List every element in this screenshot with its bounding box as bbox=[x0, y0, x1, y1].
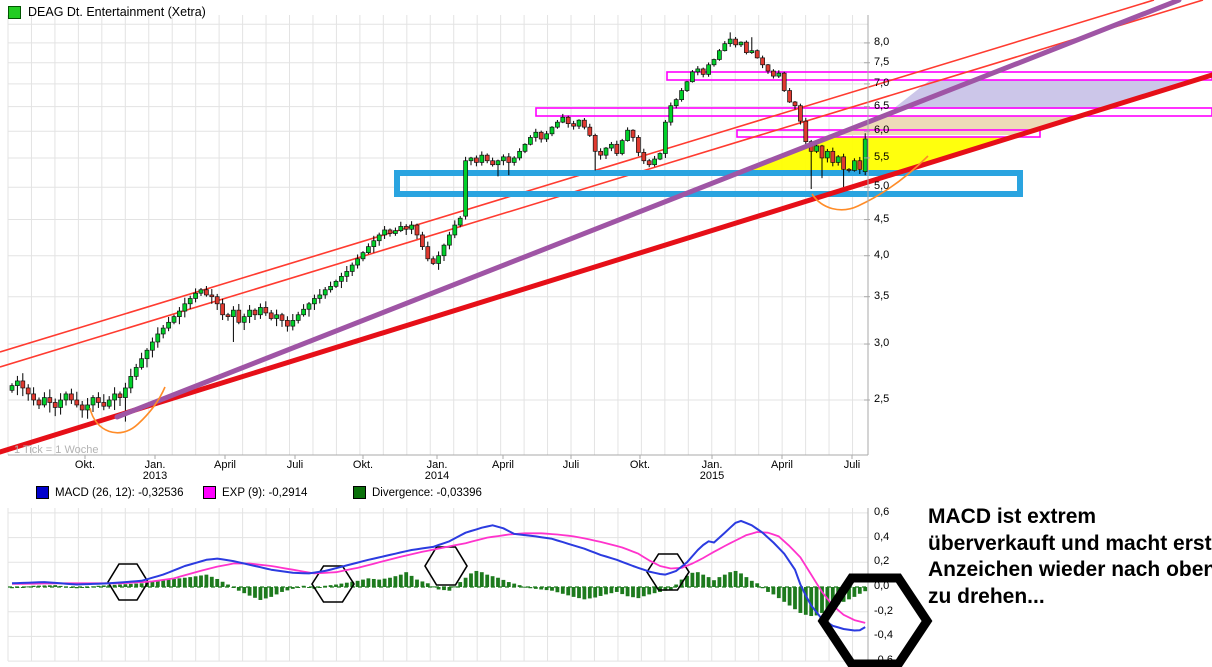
hexagon-annotation bbox=[817, 573, 933, 667]
price-axis-label: 8,0 bbox=[874, 35, 890, 48]
x-axis-label: Okt. bbox=[74, 459, 96, 471]
legend-label-exp: EXP (9): -0,2914 bbox=[222, 486, 308, 499]
price-axis-label: 2,5 bbox=[874, 392, 890, 405]
x-axis-label: Juli bbox=[286, 459, 304, 471]
chart-titlebar: DEAG Dt. Entertainment (Xetra) bbox=[8, 5, 206, 19]
x-axis-label: Juli bbox=[562, 459, 580, 471]
x-axis-label: April bbox=[770, 459, 794, 471]
hexagon-annotation bbox=[424, 546, 468, 586]
price-axis-label: 6,0 bbox=[874, 124, 890, 137]
chart-title: DEAG Dt. Entertainment (Xetra) bbox=[28, 5, 206, 19]
legend-item-divergence: Divergence: -0,03396 bbox=[353, 486, 482, 499]
legend-item-macd: MACD (26, 12): -0,32536 bbox=[36, 486, 183, 499]
macd-axis-label: -0,4 bbox=[874, 629, 893, 642]
exp-color-swatch-icon bbox=[203, 486, 216, 499]
series-color-swatch-icon bbox=[8, 5, 21, 19]
x-axis-year-label: 2015 bbox=[699, 470, 725, 482]
price-axis-label: 5,5 bbox=[874, 150, 890, 163]
x-axis-year-label: 2013 bbox=[142, 470, 168, 482]
price-axis-label: 4,5 bbox=[874, 212, 890, 225]
price-axis-label: 5,0 bbox=[874, 180, 890, 193]
price-axis-label: 3,5 bbox=[874, 289, 890, 302]
price-axis-label: 4,0 bbox=[874, 248, 890, 261]
price-axis-label: 7,0 bbox=[874, 76, 890, 89]
macd-color-swatch-icon bbox=[36, 486, 49, 499]
x-axis-label: Jan. bbox=[701, 459, 723, 471]
price-axis-label: 3,0 bbox=[874, 337, 890, 350]
x-axis-label: April bbox=[491, 459, 515, 471]
price-axis-label: 6,5 bbox=[874, 99, 890, 112]
legend-item-exp: EXP (9): -0,2914 bbox=[203, 486, 307, 499]
macd-axis-label: -0,6 bbox=[874, 654, 893, 667]
x-axis-label: Jan. bbox=[426, 459, 448, 471]
price-axis-label: 7,5 bbox=[874, 55, 890, 68]
x-axis-label: Okt. bbox=[352, 459, 374, 471]
macd-axis-label: 0,2 bbox=[874, 555, 890, 568]
hexagon-annotation bbox=[311, 565, 355, 603]
legend-label-macd: MACD (26, 12): -0,32536 bbox=[55, 486, 184, 499]
macd-axis-label: 0,6 bbox=[874, 505, 890, 518]
analysis-note: MACD ist extrem überverkauft und macht e… bbox=[928, 505, 1212, 608]
hexagon-annotation bbox=[646, 553, 690, 591]
x-axis-label: April bbox=[213, 459, 237, 471]
x-axis-label: Jan. bbox=[144, 459, 166, 471]
divergence-color-swatch-icon bbox=[353, 486, 366, 499]
legend-label-divergence: Divergence: -0,03396 bbox=[372, 486, 482, 499]
macd-axis-label: 0,4 bbox=[874, 530, 890, 543]
macd-axis-label: 0,0 bbox=[874, 580, 890, 592]
tick-interval-note: 1 Tick = 1 Woche bbox=[14, 444, 99, 456]
x-axis-year-label: 2014 bbox=[424, 470, 450, 482]
x-axis-label: Okt. bbox=[629, 459, 651, 471]
x-axis-label: Juli bbox=[843, 459, 861, 471]
macd-axis-label: -0,2 bbox=[874, 604, 893, 617]
